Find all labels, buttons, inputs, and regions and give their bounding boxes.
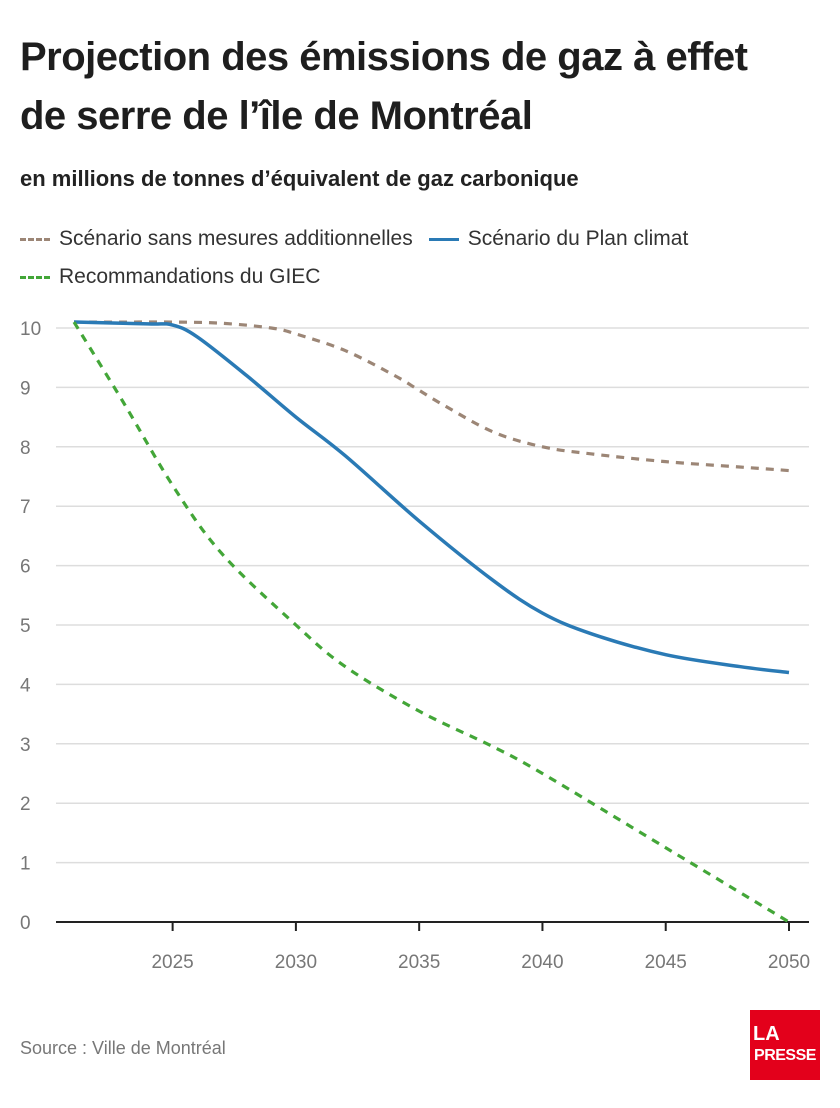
chart-title: Projection des émissions de gaz à effet … [20,35,748,138]
y-tick-label-4: 4 [20,675,31,696]
y-tick-label-10: 10 [20,319,41,340]
legend-swatch-brown-dashed [20,237,50,241]
y-tick-label-3: 3 [20,735,31,756]
y-tick-label-1: 1 [20,854,31,875]
chart-subtitle: en millions de tonnes d’équivalent de ga… [20,166,579,191]
legend-swatch-blue-solid [428,237,459,241]
x-tick-label-2025: 2025 [151,952,193,973]
series-line-plan-climat [73,320,790,675]
y-tick-label-8: 8 [20,438,31,459]
y-tick-label-7: 7 [20,497,31,518]
legend-swatch-green-dashed [20,275,50,279]
y-tick-label-5: 5 [20,616,31,637]
logo-line-1: LA [753,1023,780,1045]
x-tick-label-2035: 2035 [398,952,440,973]
legend-row-2: Recommandations du GIEC [20,258,820,296]
y-tick-label-2: 2 [20,794,31,815]
x-tick-label-2030: 2030 [275,952,317,973]
legend-row-1: Scénario sans mesures additionnelles Scé… [20,220,820,258]
legend-item-plan-climat: Scénario du Plan climat [428,227,689,251]
series-line-sans-mesures [73,320,790,473]
legend-label-sans-mesures: Scénario sans mesures additionnelles [59,227,413,250]
y-tick-label-9: 9 [20,378,31,399]
x-tick-label-2040: 2040 [521,952,563,973]
source-note: Source : Ville de Montréal [20,1038,226,1058]
y-tick-label-6: 6 [20,557,31,578]
legend-label-plan-climat: Scénario du Plan climat [467,227,689,250]
chart-legend: Scénario sans mesures additionnelles Scé… [20,220,820,296]
legend-item-sans-mesures: Scénario sans mesures additionnelles [20,227,413,251]
logo-line-2: PRESSE [754,1047,816,1064]
legend-item-giec: Recommandations du GIEC [20,265,320,289]
y-tick-label-0: 0 [20,913,31,934]
x-tick-label-2050: 2050 [768,952,810,973]
x-tick-label-2045: 2045 [645,952,687,973]
series-line-giec [72,321,790,924]
la-presse-logo: LA PRESSE [750,1010,820,1080]
line-chart: 0 1 2 3 4 5 6 7 8 9 10 2025 2030 2035 2040 2045 2050 [20,319,810,973]
legend-label-giec: Recommandations du GIEC [59,265,321,288]
